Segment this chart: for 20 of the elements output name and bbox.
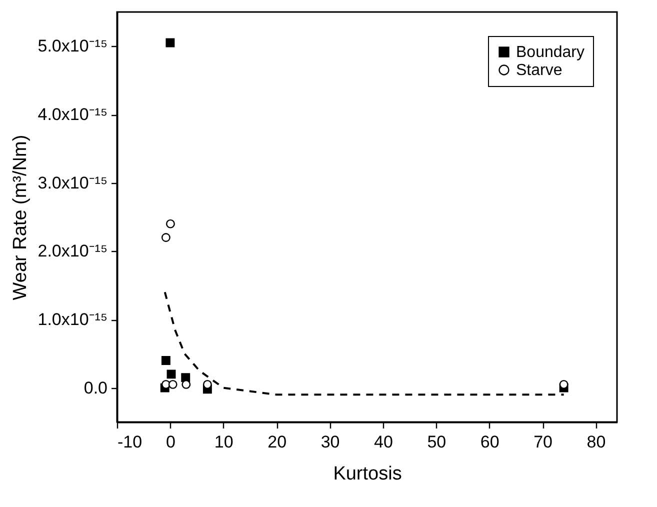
y-tick-label: 3.0x10⁻¹⁵ bbox=[38, 173, 108, 192]
x-tick-label: 30 bbox=[320, 432, 340, 452]
y-tick-label: 4.0x10⁻¹⁵ bbox=[38, 105, 108, 124]
x-tick-label: 50 bbox=[427, 432, 446, 452]
x-tick-label: 10 bbox=[214, 432, 234, 452]
y-axis-title: Wear Rate (m³/Nm) bbox=[10, 134, 31, 300]
x-tick-label: 70 bbox=[534, 432, 552, 452]
y-tick-label: 0.0 bbox=[84, 378, 108, 398]
y-tick-label: 2.0x10⁻¹⁵ bbox=[38, 242, 108, 261]
y-tick-label: 5.0x10⁻¹⁵ bbox=[38, 36, 108, 56]
x-tick-label: 60 bbox=[480, 432, 500, 452]
x-tick-label: 40 bbox=[374, 432, 393, 452]
legend-label: Starve bbox=[516, 62, 562, 79]
x-axis-title: Kurtosis bbox=[333, 464, 402, 484]
x-tick-label: 0 bbox=[166, 432, 176, 452]
x-tick-label: 20 bbox=[268, 432, 287, 452]
x-tick-label: 80 bbox=[586, 432, 606, 452]
legend-label: Boundary bbox=[516, 44, 584, 61]
x-tick-label: -10 bbox=[118, 432, 142, 452]
y-tick-label: 1.0x10⁻¹⁵ bbox=[38, 310, 108, 329]
